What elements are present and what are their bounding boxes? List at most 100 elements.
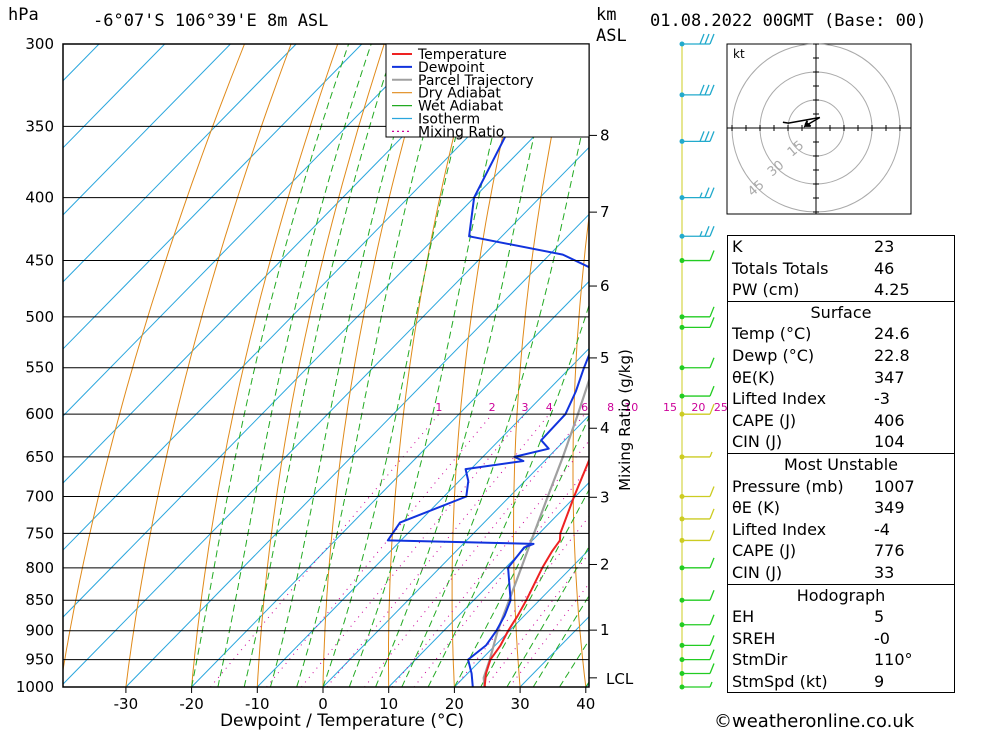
isotherm-line xyxy=(63,146,589,685)
index-row: PW (cm) 4.25 xyxy=(728,279,954,301)
wind-barb xyxy=(679,557,715,571)
x-axis-label: Dewpoint / Temperature (°C) xyxy=(220,711,464,731)
mixing-ratio-line xyxy=(326,413,550,687)
legend-entry: Temperature xyxy=(417,47,507,63)
pressure-tick-label: 900 xyxy=(25,622,54,640)
mixing-ratio-line xyxy=(301,413,526,687)
wind-barb xyxy=(679,681,713,690)
index-label: Lifted Index xyxy=(732,519,827,539)
temperature-tick-label: -20 xyxy=(179,695,204,713)
wind-barb-half-feather xyxy=(699,192,703,198)
section-title: Most Unstable xyxy=(784,454,898,474)
index-value: 776 xyxy=(874,541,905,561)
dry-adiabat-line xyxy=(513,44,572,687)
mixing-ratio-label: 4 xyxy=(546,401,553,414)
wind-barb xyxy=(679,635,715,648)
pressure-tick-label: 850 xyxy=(25,591,54,609)
pressure-tick-label: 1000 xyxy=(16,678,54,696)
wind-barb-full-feather xyxy=(699,33,705,45)
wind-barb xyxy=(679,357,715,371)
pressure-tick-label: 750 xyxy=(25,524,54,542)
index-value: 406 xyxy=(874,410,905,430)
most-unstable-section: Most Unstable Pressure (mb) 1007 θE (K) 349 L… xyxy=(728,452,954,584)
height-tick-label: 1 xyxy=(600,621,610,639)
wind-barb-full-feather xyxy=(709,187,715,198)
mixing-ratio-line xyxy=(210,413,440,687)
axes: 1 2 3 4 6 8 10 15 20 2530035040045050055060065070… xyxy=(16,35,728,713)
dry-adiabat-line xyxy=(63,44,245,674)
legend-entry: Dry Adiabat xyxy=(418,86,501,102)
isotherm-line xyxy=(63,44,297,283)
mixing-ratio-label: 8 xyxy=(607,401,614,414)
wind-barb-half-feather xyxy=(699,231,703,237)
isotherm-line xyxy=(63,44,363,350)
wind-barb-full-feather xyxy=(709,635,715,646)
isotherm-line xyxy=(63,44,560,551)
index-value: 349 xyxy=(874,498,905,518)
temperature-tick-label: 10 xyxy=(379,695,398,713)
legend-entry: Wet Adiabat xyxy=(418,99,504,115)
isotherm-line xyxy=(256,347,589,687)
mixing-ratio-line xyxy=(413,466,589,687)
index-label: θE(K) xyxy=(732,367,775,387)
stability-indices-panel: K 23 Totals Totals 46 PW (cm) 4.25 Surface Temp… xyxy=(727,235,955,694)
wind-barb-full-feather xyxy=(709,131,715,142)
wind-barb xyxy=(679,33,715,47)
mixing-ratio-label: 1 xyxy=(435,401,442,414)
index-value: 1007 xyxy=(874,476,915,496)
legend-entry: Parcel Trajectory xyxy=(418,73,534,89)
wind-barb-full-feather xyxy=(709,508,715,520)
index-value: 5 xyxy=(874,607,885,627)
wind-barb xyxy=(679,250,715,264)
pressure-tick-label: 700 xyxy=(25,488,54,506)
wind-barb-full-feather xyxy=(709,649,715,660)
wind-barbs xyxy=(679,33,715,690)
credit-text: ©weatheronline.co.uk xyxy=(714,711,915,732)
km-unit-label: km xyxy=(596,5,616,25)
isotherm-line xyxy=(63,44,231,216)
wind-barb-full-feather xyxy=(709,250,715,261)
mixing-ratio-label: 10 xyxy=(624,401,638,414)
asl-label: ASL xyxy=(596,26,627,46)
temperature-line xyxy=(483,457,589,687)
temperature-tick-label: 20 xyxy=(445,695,464,713)
mixing-ratio-axis-label: Mixing Ratio (g/kg) xyxy=(616,349,634,491)
temperature-tick-label: 0 xyxy=(318,695,328,713)
wind-barb-full-feather xyxy=(709,614,715,626)
wind-barb-full-feather xyxy=(709,33,715,45)
isotherm-line xyxy=(125,213,589,687)
pressure-tick-label: 650 xyxy=(25,448,54,466)
pressure-unit-label: hPa xyxy=(8,5,39,25)
index-label: Totals Totals xyxy=(732,258,829,278)
index-value: 9 xyxy=(874,671,885,691)
dry-adiabat-line xyxy=(125,44,292,687)
dry-adiabat-line xyxy=(631,44,664,687)
wet-adiabat-line xyxy=(532,594,589,687)
dry-adiabat-line xyxy=(572,213,589,687)
height-tick-label: 3 xyxy=(600,488,610,506)
index-value: 110° xyxy=(874,650,913,670)
dry-adiabat-line xyxy=(990,44,1000,687)
wind-barb-full-feather xyxy=(704,187,710,198)
index-value: 22.8 xyxy=(874,345,910,365)
mixing-ratio-line xyxy=(391,440,589,687)
wind-barb xyxy=(679,131,715,144)
wind-barb-full-feather xyxy=(704,226,710,237)
index-row: θE(K) 347 xyxy=(728,367,954,389)
height-tick-label: 4 xyxy=(600,419,610,437)
mixing-ratio-label: 20 xyxy=(691,401,705,414)
wind-barb-full-feather xyxy=(709,84,715,96)
temperature-tick-label: -10 xyxy=(245,695,270,713)
index-row: SREH -0 xyxy=(728,628,954,650)
index-value: -3 xyxy=(874,389,890,409)
wind-barb xyxy=(679,614,715,628)
index-row: K 23 xyxy=(728,236,954,258)
wind-barb-full-feather xyxy=(699,84,705,96)
section-title: Hodograph xyxy=(796,585,886,605)
index-row: CAPE (J) 406 xyxy=(728,410,954,432)
index-row: Dewp (°C) 22.8 xyxy=(728,345,954,367)
wind-barb xyxy=(679,403,715,417)
wind-barb-full-feather xyxy=(709,385,715,397)
